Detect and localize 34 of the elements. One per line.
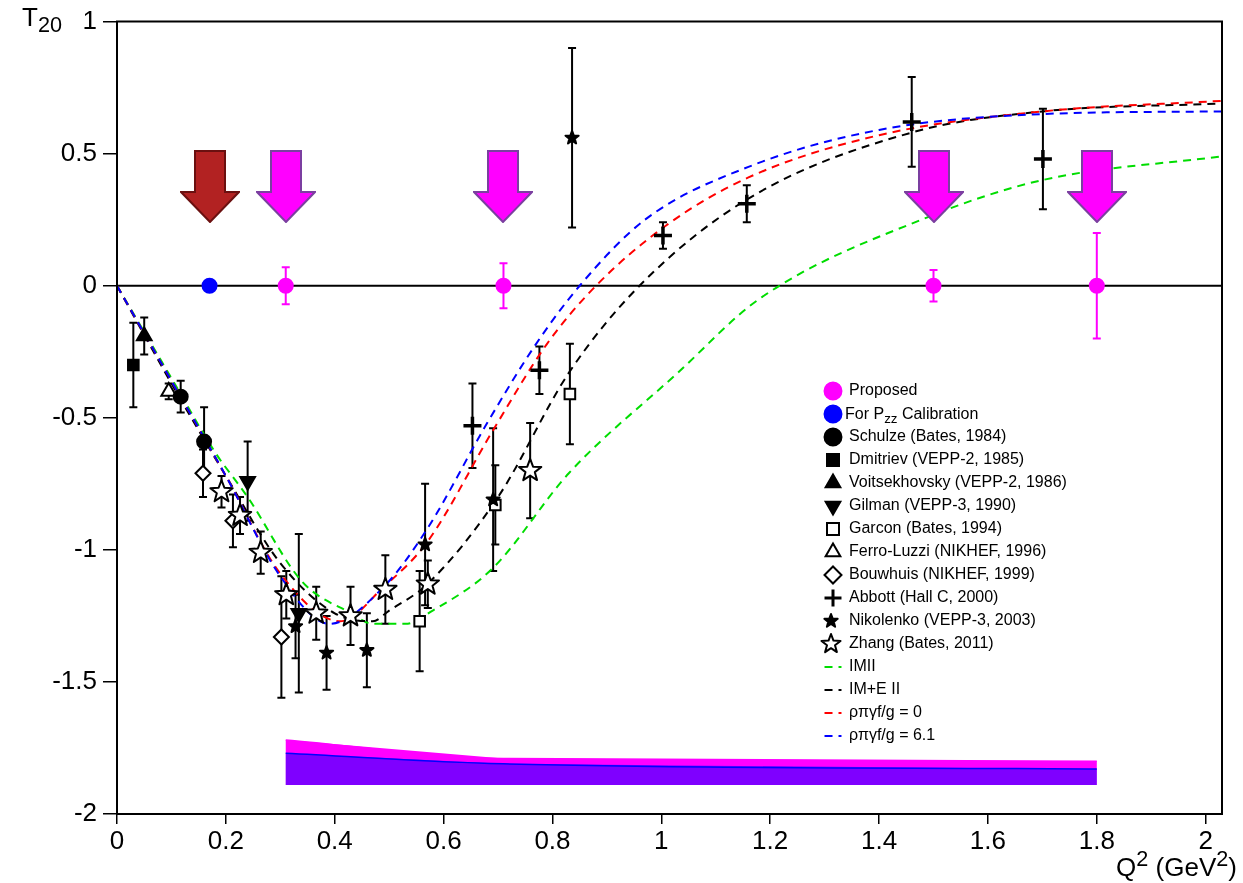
y-tick-label: 0 <box>82 268 97 299</box>
legend-label: Proposed <box>849 381 918 399</box>
legend-label: Ferro-Luzzi (NIKHEF, 1996) <box>849 542 1047 560</box>
legend-label: Bouwhuis (NIKHEF, 1999) <box>849 565 1035 583</box>
x-tick-label: 1.4 <box>860 824 898 855</box>
legend-label: IMII <box>849 657 876 675</box>
legend-label: Zhang (Bates, 2011) <box>849 634 994 652</box>
legend-label: Abbott (Hall C, 2000) <box>849 588 999 606</box>
y-tick-label: -1 <box>73 533 97 564</box>
legend-label: IM+E II <box>849 680 901 698</box>
y-tick-label: -0.5 <box>52 400 97 431</box>
x-tick-label: 1.2 <box>752 824 789 855</box>
x-tick-label: 1 <box>654 824 669 855</box>
y-tick-label: 1 <box>82 4 97 35</box>
y-tick-label: -1.5 <box>52 665 97 696</box>
x-tick-label: 0.6 <box>425 824 462 855</box>
x-tick-label: 0 <box>109 824 125 855</box>
x-tick-label: 0.8 <box>534 824 571 855</box>
legend-label: ρπγf/g = 0 <box>849 703 922 721</box>
legend-label: Garcon (Bates, 1994) <box>849 519 1002 537</box>
x-tick-label: 1.8 <box>1078 824 1115 855</box>
legend-label: ρπγf/g = 6.1 <box>849 726 936 744</box>
x-tick-label: 1.6 <box>969 824 1007 855</box>
y-axis-title: T$_{20}$ <box>22 2 62 39</box>
y-tick-label: -2 <box>73 797 97 828</box>
legend-label: Nikolenko (VEPP-3, 2003) <box>849 611 1036 629</box>
legend-label: Voitsekhovsky (VEPP-2, 1986) <box>849 473 1067 491</box>
legend-label: Dmitriev (VEPP-2, 1985) <box>849 450 1025 468</box>
x-tick-label: 0.4 <box>316 824 353 855</box>
legend-label: For P$_{zz}$ Calibration <box>845 405 979 427</box>
x-tick-label: 0.2 <box>207 824 244 855</box>
legend-label: Schulze (Bates, 1984) <box>849 427 1007 445</box>
y-tick-label: 0.5 <box>60 136 97 167</box>
legend-label: Gilman (VEPP-3, 1990) <box>849 496 1017 514</box>
